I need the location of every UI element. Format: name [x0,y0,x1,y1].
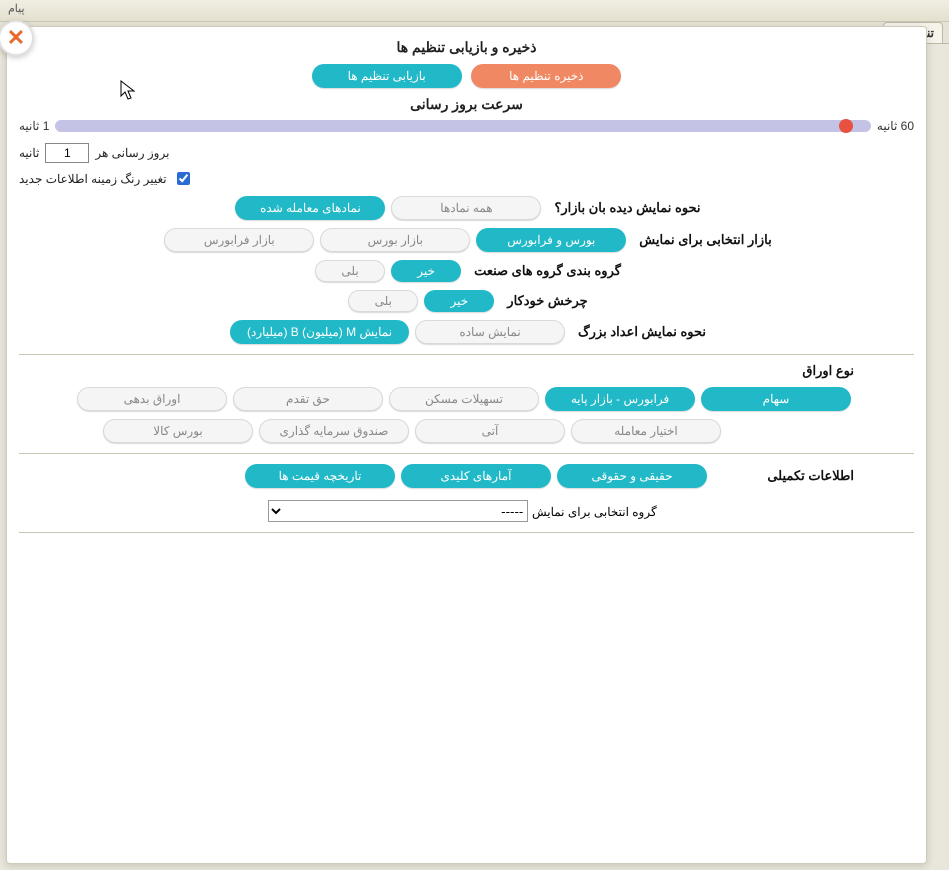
market-option-0[interactable]: بورس و فرابورس [476,228,626,252]
market-option-2[interactable]: بازار فرابورس [164,228,314,252]
extra-info-option-0[interactable]: حقیقی و حقوقی [557,464,707,488]
autorotate-option-1[interactable]: بلی [348,290,418,312]
refresh-interval-input[interactable] [45,143,89,163]
slider-min-label: 1 ثانیه [19,119,49,133]
market-select-label: بازار انتخابی برای نمایش [639,232,771,248]
extra-info-option-1[interactable]: آمارهای کلیدی [401,464,551,488]
bg-color-change-label: تغییر رنگ زمینه اطلاعات جدید [19,172,167,186]
extra-info-label: اطلاعات تکمیلی [724,468,854,484]
settings-panel: ذخیره و بازیابی تنظیم ها ذخیره تنظیم ها … [6,26,927,864]
security-type-option-b-0[interactable]: اختیار معامله [571,419,721,443]
refresh-every-suffix: ثانیه [19,146,39,160]
refresh-slider[interactable]: 60 ثانیه 1 ثانیه [19,119,914,133]
display-mode-option-1[interactable]: نمادهای معامله شده [235,196,385,220]
save-settings-button[interactable]: ذخیره تنظیم ها [471,64,621,88]
bg-color-change-checkbox[interactable] [177,172,190,185]
window-topbar: پیام [0,0,949,22]
security-type-option-0[interactable]: سهام [701,387,851,411]
industry-option-0[interactable]: خیر [391,260,461,282]
slider-thumb[interactable] [839,119,853,133]
section-save-title: ذخیره و بازیابی تنظیم ها [19,39,914,56]
security-types-label: نوع اوراق [724,363,854,379]
slider-track[interactable] [55,120,870,132]
separator-3 [19,532,914,533]
security-type-option-b-2[interactable]: صندوق سرمایه گذاری [259,419,409,443]
security-type-option-1[interactable]: فرابورس - بازار پایه [545,387,695,411]
section-refresh-title: سرعت بروز رسانی [19,96,914,113]
security-type-option-3[interactable]: حق تقدم [233,387,383,411]
separator [19,354,914,355]
industry-option-1[interactable]: بلی [315,260,385,282]
security-type-option-b-3[interactable]: بورس کالا [103,419,253,443]
separator-2 [19,453,914,454]
security-type-option-b-1[interactable]: آتی [415,419,565,443]
market-option-1[interactable]: بازار بورس [320,228,470,252]
restore-settings-button[interactable]: بازیابی تنظیم ها [312,64,462,88]
autorotate-option-0[interactable]: خیر [424,290,494,312]
display-mode-label: نحوه نمایش دیده بان بازار؟ [554,200,700,216]
autorotate-label: چرخش خودکار [507,293,587,309]
top-link[interactable]: پیام [0,0,33,17]
display-mode-option-0[interactable]: همه نمادها [391,196,541,220]
close-icon: ✕ [7,27,25,49]
extra-info-option-2[interactable]: تاریخچه قیمت ها [245,464,395,488]
security-type-option-2[interactable]: تسهیلات مسکن [389,387,539,411]
industry-group-label: گروه بندی گروه های صنعت [474,263,621,279]
group-select-dropdown[interactable]: ----- [268,500,528,522]
group-select-label: گروه انتخابی برای نمایش [532,505,657,519]
security-type-option-4[interactable]: اوراق بدهی [77,387,227,411]
bignumbers-label: نحوه نمایش اعداد بزرگ [578,324,706,340]
slider-max-label: 60 ثانیه [877,119,914,133]
bignumbers-option-1[interactable]: نمایش M (میلیون) B (میلیارد) [230,320,409,344]
refresh-every-prefix: بروز رسانی هر [95,146,169,160]
bignumbers-option-0[interactable]: نمایش ساده [415,320,565,344]
